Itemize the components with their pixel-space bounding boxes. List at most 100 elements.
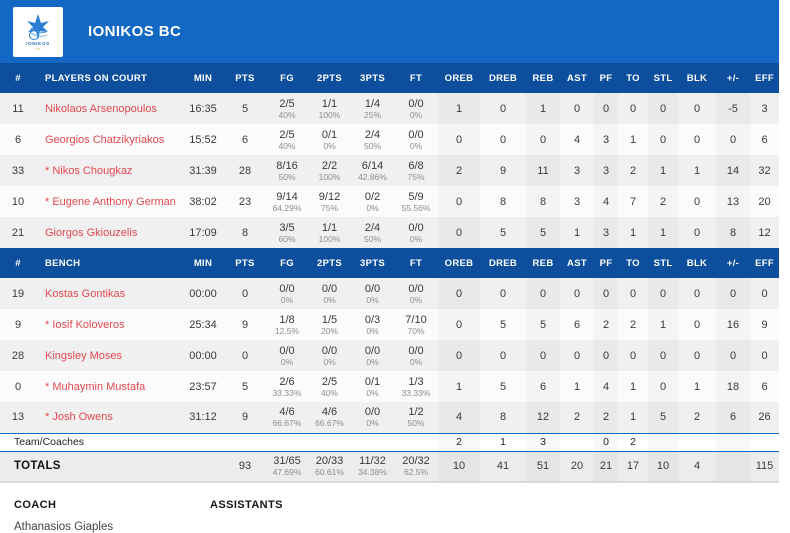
- column-header-row: # BENCH MIN PTS FG 2PTS 3PTS FT OREB DREB REB AST PF…: [0, 248, 779, 278]
- stat-cell-min: 00:00: [189, 349, 217, 362]
- player-name-link[interactable]: * Muhaymin Mustafa: [45, 380, 146, 393]
- stat-cell-to: 7: [629, 195, 637, 208]
- player-name-link[interactable]: Giorgos Gkiouzelis: [45, 226, 138, 239]
- player-name-link[interactable]: Kingsley Moses: [45, 349, 123, 362]
- stat-cell-pf: 0: [594, 432, 618, 452]
- player-row: 19 Kostas Gontikas 00:00 0 0/0 0% 0/0 0% 0/0 0% 0/…: [0, 278, 779, 309]
- stat-value: 2/5: [279, 128, 295, 141]
- stat-cell-stl: [648, 432, 678, 452]
- stat-cell-oreb: 1: [438, 371, 480, 402]
- column-header-eff: EFF: [750, 248, 779, 278]
- stat-percent: 0%: [366, 325, 379, 336]
- stat-cell-pts: 93: [224, 451, 266, 483]
- stat-percent: 75%: [407, 171, 425, 182]
- stat-value: 1/8: [279, 313, 295, 326]
- player-row: 6 Georgios Chatzikyriakos 15:52 6 2/5 40% 0/1 0…: [0, 124, 779, 155]
- stat-cell-pm: 13: [716, 186, 750, 217]
- stat-cell-dreb: 5: [499, 226, 507, 239]
- stat-percent: 62.5%: [403, 467, 429, 478]
- player-name-link[interactable]: Kostas Gontikas: [45, 287, 126, 300]
- stat-percent: 55.56%: [401, 202, 431, 213]
- stat-cell-stl: 1: [648, 309, 678, 340]
- stat-cell-fg: 2/5 40%: [266, 124, 308, 155]
- stat-value: 1/3: [408, 375, 424, 388]
- stat-cell-fg: 2/5 40%: [266, 93, 308, 124]
- stat-cell-min: 15:52: [189, 133, 217, 146]
- stat-cell-min: [182, 432, 224, 452]
- stat-percent: 33.33%: [401, 387, 431, 398]
- player-number: 13: [11, 411, 25, 424]
- stat-percent: 33.33%: [272, 387, 302, 398]
- player-name-cell: * Nikos Chougkaz: [36, 155, 182, 186]
- player-name-link[interactable]: * Eugene Anthony German: [45, 195, 176, 208]
- stat-cell-ast: 0: [573, 349, 581, 362]
- stat-cell-pts: 0: [241, 349, 249, 362]
- stat-value: 0/3: [364, 313, 381, 326]
- stat-cell-eff: 0: [761, 349, 768, 362]
- stat-cell-pf: 2: [594, 309, 618, 340]
- stat-cell-min: [182, 451, 224, 483]
- stat-cell-eff: 32: [758, 164, 771, 177]
- player-row: 21 Giorgos Gkiouzelis 17:09 8 3/5 60% 1/1 100% 2…: [0, 217, 779, 248]
- team-header-band: IONIKOS ≈≈≈ IONIKOS BC: [0, 0, 779, 63]
- stat-percent: 20%: [320, 325, 338, 336]
- totals-row: TOTALS 93 31/65 47.69% 20/33 60.61% 11/32 34.38…: [0, 451, 779, 483]
- stat-cell-fg: 2/6 33.33%: [266, 371, 308, 402]
- stat-cell-dreb: 9: [499, 164, 507, 177]
- stat-cell-ft: 0/0 0%: [394, 278, 438, 309]
- stat-value: 20/33: [315, 455, 344, 468]
- stat-cell-reb: 3: [526, 432, 560, 452]
- stat-percent: 0%: [323, 140, 336, 151]
- stat-cell-p2: 1/5 20%: [308, 309, 351, 340]
- player-name-link[interactable]: * Josh Owens: [45, 411, 113, 424]
- column-header-dreb: DREB: [480, 63, 526, 93]
- player-name-link[interactable]: Nikolaos Arsenopoulos: [45, 102, 157, 115]
- stat-cell-eff: 3: [761, 102, 768, 115]
- summary-rows: Team/Coaches 2 1 3 0 2 TOTALS 93 31/65 47.69% 20/3…: [0, 432, 779, 483]
- player-name-link[interactable]: * Nikos Chougkaz: [45, 164, 133, 177]
- player-number: 0: [14, 380, 22, 393]
- stat-cell-pm: 0: [716, 124, 750, 155]
- stat-cell-fg: 0/0 0%: [266, 278, 308, 309]
- stat-cell-pf: 4: [594, 186, 618, 217]
- column-header-to: TO: [618, 248, 648, 278]
- stat-percent: 0%: [280, 356, 294, 367]
- player-name-cell: Georgios Chatzikyriakos: [36, 124, 182, 155]
- player-row: 9 * Iosif Koloveros 25:34 9 1/8 12.5% 1/5 20% 0/…: [0, 309, 779, 340]
- stat-percent: 0%: [366, 418, 379, 429]
- stat-cell-p2: 2/5 40%: [308, 371, 351, 402]
- stat-cell-to: 2: [618, 432, 648, 452]
- column-header--: #: [0, 63, 36, 93]
- column-header-ft: FT: [394, 248, 438, 278]
- stat-cell-oreb: 4: [438, 402, 480, 433]
- column-header-stl: STL: [648, 63, 678, 93]
- player-name-link[interactable]: Georgios Chatzikyriakos: [45, 133, 165, 146]
- stat-percent: 66.67%: [315, 418, 344, 429]
- stat-cell-p3: 11/32 34.38%: [351, 451, 394, 483]
- player-name-cell: Giorgos Gkiouzelis: [36, 217, 182, 248]
- stat-cell-dreb: 0: [499, 287, 507, 300]
- player-row: 13 * Josh Owens 31:12 9 4/6 66.67% 4/6 66.67% 0/…: [0, 402, 779, 433]
- stat-cell-reb: 0: [526, 124, 560, 155]
- stat-cell-blk: 0: [693, 349, 701, 362]
- stat-percent: 50%: [278, 171, 296, 182]
- stat-cell-to: 2: [629, 318, 637, 331]
- stat-value: 0/1: [321, 128, 338, 141]
- stat-cell-dreb: 0: [499, 133, 507, 146]
- player-name-link[interactable]: * Iosif Koloveros: [45, 318, 125, 331]
- stat-cell-p3: 0/0 0%: [351, 402, 394, 433]
- stat-cell-ft: 0/0 0%: [394, 340, 438, 371]
- stat-cell-p3: 0/0 0%: [351, 278, 394, 309]
- stat-value: 0/0: [364, 282, 381, 295]
- stat-cell-dreb: 5: [499, 318, 507, 331]
- team-logo-icon: IONIKOS ≈≈≈: [26, 13, 49, 51]
- column-header-to: TO: [618, 63, 648, 93]
- stat-cell-stl: 0: [648, 340, 678, 371]
- column-header-bench: BENCH: [36, 248, 182, 278]
- stat-cell-blk: 1: [693, 380, 701, 393]
- stat-cell-p3: 0/3 0%: [351, 309, 394, 340]
- on-court-rows: 11 Nikolaos Arsenopoulos 16:35 5 2/5 40% 1/1 10…: [0, 93, 779, 248]
- stat-cell-stl: 5: [648, 402, 678, 433]
- stat-percent: 66.67%: [272, 418, 302, 429]
- stat-value: 0/0: [364, 344, 381, 357]
